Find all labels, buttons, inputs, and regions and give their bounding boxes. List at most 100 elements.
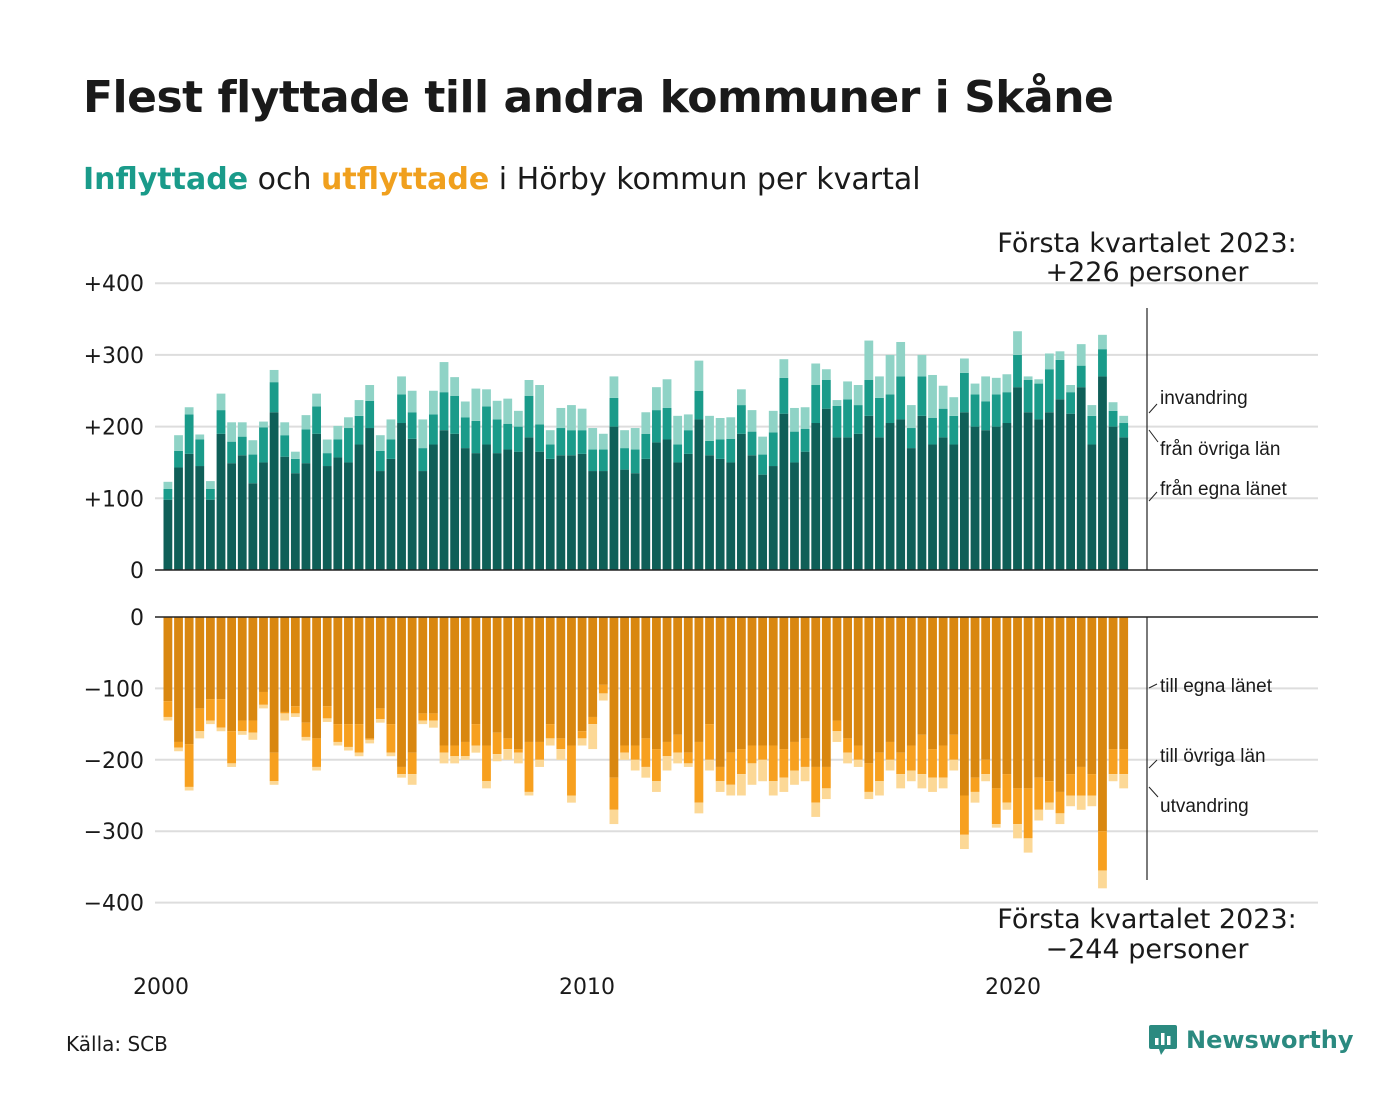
outflow-bar-emig xyxy=(418,720,428,725)
inflow-bar-other xyxy=(662,407,672,440)
outflow-bar-other xyxy=(216,699,226,728)
outflow-bar-own xyxy=(216,617,226,700)
outflow-bar-other xyxy=(174,741,183,748)
outflow-bar-own xyxy=(811,617,821,767)
outflow-bar-other xyxy=(503,738,513,750)
inflow-bar-other xyxy=(1108,410,1118,427)
x-tick-label: 2010 xyxy=(559,975,615,1000)
inflow-bar-other xyxy=(492,419,502,454)
outflow-bar-emig xyxy=(662,756,672,771)
outflow-bar-other xyxy=(588,716,598,725)
inflow-bar-immig xyxy=(588,428,598,450)
inflow-bar-other xyxy=(216,410,226,434)
inflow-bar-own xyxy=(301,463,311,570)
outflow-bar-other xyxy=(344,724,353,747)
outflow-bar-emig xyxy=(885,759,895,771)
inflow-bar-immig xyxy=(418,419,428,449)
outflow-bar-own xyxy=(938,617,948,746)
outflow-bar-other xyxy=(821,766,831,789)
inflow-bar-immig xyxy=(471,388,481,421)
outflow-bar-own xyxy=(407,617,417,753)
outflow-bar-other xyxy=(269,752,279,782)
outflow-bar-own xyxy=(641,617,651,739)
inflow-bar-own xyxy=(609,426,619,570)
outflow-bar-emig xyxy=(832,731,842,742)
outflow-bar-own xyxy=(609,617,619,778)
outflow-bar-emig xyxy=(205,720,215,725)
inflow-bar-own xyxy=(248,483,258,570)
outflow-bar-other xyxy=(949,734,959,760)
outflow-bar-own xyxy=(1055,617,1065,792)
inflow-bar-own xyxy=(1119,437,1129,570)
inflow-bar-own xyxy=(280,456,290,570)
outflow-bar-other xyxy=(715,766,725,782)
outflow-bar-own xyxy=(864,617,874,764)
inflow-bar-own xyxy=(705,455,714,570)
outflow-bar-other xyxy=(535,741,544,760)
outflow-bar-other xyxy=(598,684,608,694)
inflow-bar-own xyxy=(397,423,406,570)
outflow-bar-emig xyxy=(492,754,502,762)
inflow-bar-other xyxy=(853,405,863,434)
inflow-bar-other xyxy=(450,395,460,434)
inflow-bar-own xyxy=(821,408,831,570)
outflow-bar-other xyxy=(906,745,916,771)
outflow-bar-emig xyxy=(503,749,513,760)
outflow-bar-own xyxy=(269,617,279,753)
outflow-bar-other xyxy=(1098,831,1107,871)
inflow-bar-immig xyxy=(503,398,513,424)
inflow-bar-immig xyxy=(513,410,523,427)
inflow-bar-own xyxy=(386,458,396,570)
inflow-bar-immig xyxy=(227,422,237,442)
outflow-bar-other xyxy=(896,752,906,775)
outflow-bar-other xyxy=(726,752,736,785)
top-y-tick-label: +100 xyxy=(84,487,144,512)
outflow-bar-emig xyxy=(471,745,481,753)
outflow-bar-emig xyxy=(354,752,364,757)
outflow-bar-emig xyxy=(864,791,874,800)
outflow-bar-emig xyxy=(843,752,852,764)
leader-line xyxy=(1148,429,1159,443)
inflow-bar-own xyxy=(354,444,364,570)
outflow-bar-other xyxy=(1108,749,1118,775)
outflow-bar-other xyxy=(450,745,460,757)
outflow-bar-other xyxy=(492,732,502,755)
inflow-bar-own xyxy=(715,458,725,570)
inflow-bar-immig xyxy=(397,376,406,395)
inflow-bar-immig xyxy=(375,435,385,451)
outflow-bar-own xyxy=(1119,617,1129,750)
inflow-bar-immig xyxy=(386,419,396,440)
inflow-bar-own xyxy=(768,466,778,570)
inflow-bar-immig xyxy=(928,374,937,418)
outflow-bar-emig xyxy=(259,704,268,709)
subtitle-utflyttade: utflyttade xyxy=(321,162,490,197)
inflow-bar-own xyxy=(1034,419,1044,570)
inflow-bar-own xyxy=(513,451,523,570)
outflow-bar-other xyxy=(556,738,566,750)
inflow-bar-other xyxy=(896,376,906,420)
outflow-bar-own xyxy=(195,617,205,709)
outflow-bar-own xyxy=(970,617,980,778)
outflow-bar-own xyxy=(673,617,683,735)
inflow-bar-own xyxy=(471,453,481,570)
inflow-bar-own xyxy=(205,499,215,570)
inflow-bar-immig xyxy=(567,405,576,431)
inflow-bar-other xyxy=(535,424,544,452)
outflow-bar-own xyxy=(567,617,576,746)
inflow-bar-own xyxy=(683,453,693,570)
inflow-bar-other xyxy=(195,439,205,467)
outflow-bar-emig xyxy=(386,752,396,757)
inflow-bar-immig xyxy=(407,390,417,413)
chart-subtitle: Inflyttade och utflyttade i Hörby kommun… xyxy=(83,162,921,197)
outflow-bar-own xyxy=(1098,617,1107,832)
outflow-bar-other xyxy=(705,724,714,760)
outflow-bar-other xyxy=(1044,781,1054,803)
outflow-bar-own xyxy=(736,617,746,750)
outflow-bar-own xyxy=(237,617,247,721)
outflow-bar-own xyxy=(1013,617,1022,789)
outflow-bar-emig xyxy=(280,713,290,721)
outflow-bar-emig xyxy=(981,774,991,782)
outflow-bar-emig xyxy=(715,781,725,792)
inflow-bar-immig xyxy=(450,377,460,396)
